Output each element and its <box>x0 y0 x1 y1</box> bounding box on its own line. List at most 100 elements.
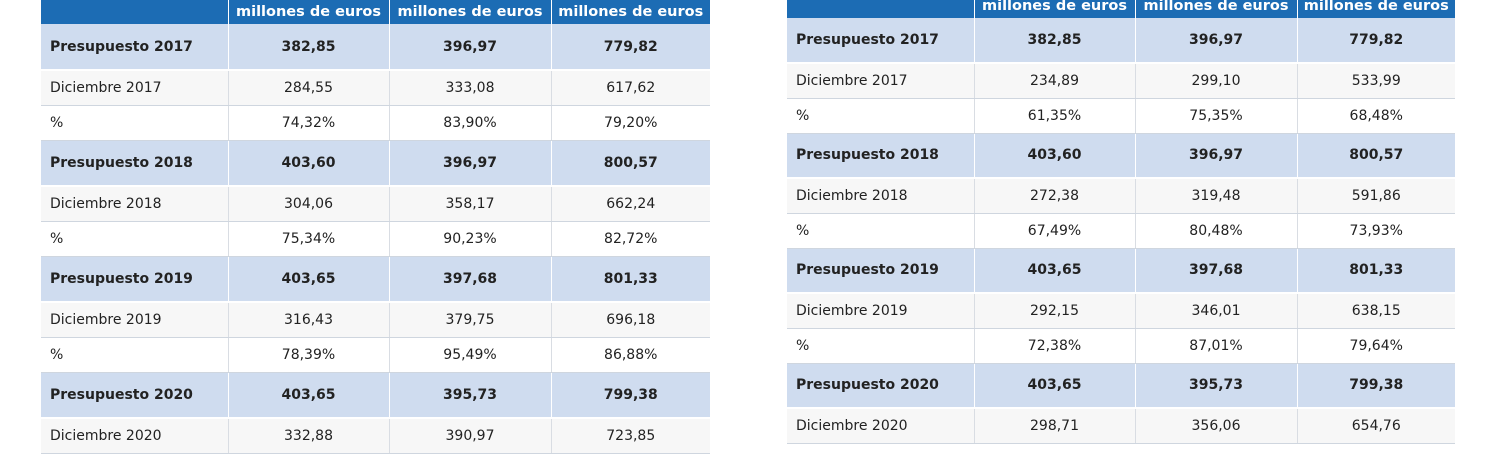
column-header-unit: millones de euros <box>227 0 389 24</box>
row-label: Diciembre 2020 <box>787 408 974 444</box>
value-cell: 397,68 <box>388 256 551 303</box>
value-cell: 396,97 <box>1134 18 1297 64</box>
value-cell: 356,06 <box>1134 408 1297 444</box>
value-cell: 78,39% <box>227 337 389 373</box>
row-label: Diciembre 2019 <box>41 302 228 338</box>
table-row-budget: Presupuesto 2018 403,60 396,97 800,57 <box>787 133 1455 179</box>
row-label: Diciembre 2017 <box>787 63 974 99</box>
table-row-month: Diciembre 2018 272,38 319,48 591,86 <box>787 178 1455 214</box>
value-cell: 390,97 <box>388 418 551 454</box>
table-row-pct: % 67,49% 80,48% 73,93% <box>787 213 1455 249</box>
table-row-pct: % 61,35% 75,35% 68,48% <box>787 98 1455 134</box>
table-row-month: Diciembre 2019 316,43 379,75 696,18 <box>41 302 710 338</box>
table-row-budget: Presupuesto 2018 403,60 396,97 800,57 <box>41 140 710 187</box>
column-header-unit: millones de euros <box>1134 0 1297 18</box>
value-cell: 358,17 <box>388 186 551 222</box>
header-row: millones de euros millones de euros mill… <box>787 0 1455 18</box>
table-row-budget: Presupuesto 2020 403,65 395,73 799,38 <box>787 363 1455 409</box>
row-label: Diciembre 2018 <box>787 178 974 214</box>
value-cell: 395,73 <box>1134 363 1297 409</box>
value-cell: 403,60 <box>973 133 1135 179</box>
table-row-month: Diciembre 2018 304,06 358,17 662,24 <box>41 186 710 222</box>
value-cell: 319,48 <box>1134 178 1297 214</box>
value-cell: 382,85 <box>973 18 1135 64</box>
row-label: % <box>787 328 974 364</box>
value-cell: 82,72% <box>550 221 710 257</box>
table-row-budget: Presupuesto 2017 382,85 396,97 779,82 <box>787 18 1455 64</box>
value-cell: 272,38 <box>973 178 1135 214</box>
value-cell: 382,85 <box>227 24 389 71</box>
value-cell: 799,38 <box>1296 363 1455 409</box>
row-label: Diciembre 2018 <box>41 186 228 222</box>
value-cell: 284,55 <box>227 70 389 106</box>
table-row-pct: % 72,38% 87,01% 79,64% <box>787 328 1455 364</box>
column-header-unit: millones de euros <box>1296 0 1455 18</box>
value-cell: 396,97 <box>388 140 551 187</box>
value-cell: 723,85 <box>550 418 710 454</box>
value-cell: 379,75 <box>388 302 551 338</box>
column-header-unit: millones de euros <box>973 0 1135 18</box>
row-label: Presupuesto 2020 <box>787 363 974 409</box>
header-blank-cell <box>787 0 974 18</box>
value-cell: 79,20% <box>550 105 710 141</box>
value-cell: 316,43 <box>227 302 389 338</box>
value-cell: 801,33 <box>550 256 710 303</box>
value-cell: 74,32% <box>227 105 389 141</box>
table-row-month: Diciembre 2020 298,71 356,06 654,76 <box>787 408 1455 444</box>
value-cell: 396,97 <box>1134 133 1297 179</box>
column-header-unit: millones de euros <box>550 0 710 24</box>
table-row-month: Diciembre 2019 292,15 346,01 638,15 <box>787 293 1455 329</box>
value-cell: 654,76 <box>1296 408 1455 444</box>
value-cell: 87,01% <box>1134 328 1297 364</box>
row-label: % <box>41 105 228 141</box>
value-cell: 95,49% <box>388 337 551 373</box>
row-label: Presupuesto 2017 <box>787 18 974 64</box>
value-cell: 403,65 <box>973 248 1135 294</box>
right-budget-table: millones de euros millones de euros mill… <box>787 0 1455 444</box>
row-label: Presupuesto 2019 <box>787 248 974 294</box>
value-cell: 75,35% <box>1134 98 1297 134</box>
value-cell: 61,35% <box>973 98 1135 134</box>
row-label: % <box>787 98 974 134</box>
row-label: Diciembre 2019 <box>787 293 974 329</box>
row-label: Presupuesto 2018 <box>41 140 228 187</box>
value-cell: 299,10 <box>1134 63 1297 99</box>
table-row-budget: Presupuesto 2017 382,85 396,97 779,82 <box>41 24 710 71</box>
table-row-budget: Presupuesto 2019 403,65 397,68 801,33 <box>41 256 710 303</box>
header-blank-cell <box>41 0 228 24</box>
table-row-month: Diciembre 2017 234,89 299,10 533,99 <box>787 63 1455 99</box>
value-cell: 83,90% <box>388 105 551 141</box>
value-cell: 304,06 <box>227 186 389 222</box>
value-cell: 779,82 <box>550 24 710 71</box>
value-cell: 403,65 <box>227 372 389 419</box>
value-cell: 779,82 <box>1296 18 1455 64</box>
value-cell: 403,65 <box>973 363 1135 409</box>
value-cell: 397,68 <box>1134 248 1297 294</box>
table-body: Presupuesto 2017 382,85 396,97 779,82 Diciem… <box>787 18 1455 444</box>
table-row-budget: Presupuesto 2019 403,65 397,68 801,33 <box>787 248 1455 294</box>
value-cell: 403,65 <box>227 256 389 303</box>
table-row-budget: Presupuesto 2020 403,65 395,73 799,38 <box>41 372 710 419</box>
value-cell: 403,60 <box>227 140 389 187</box>
value-cell: 72,38% <box>973 328 1135 364</box>
row-label: % <box>41 337 228 373</box>
value-cell: 79,64% <box>1296 328 1455 364</box>
value-cell: 395,73 <box>388 372 551 419</box>
value-cell: 68,48% <box>1296 98 1455 134</box>
value-cell: 800,57 <box>550 140 710 187</box>
value-cell: 332,88 <box>227 418 389 454</box>
value-cell: 73,93% <box>1296 213 1455 249</box>
table-row-pct: % 78,39% 95,49% 86,88% <box>41 337 710 373</box>
row-label: Diciembre 2020 <box>41 418 228 454</box>
value-cell: 298,71 <box>973 408 1135 444</box>
table-row-month: Diciembre 2020 332,88 390,97 723,85 <box>41 418 710 454</box>
value-cell: 533,99 <box>1296 63 1455 99</box>
table-body: Presupuesto 2017 382,85 396,97 779,82 Diciem… <box>41 24 710 454</box>
value-cell: 696,18 <box>550 302 710 338</box>
value-cell: 292,15 <box>973 293 1135 329</box>
row-label: Presupuesto 2020 <box>41 372 228 419</box>
value-cell: 234,89 <box>973 63 1135 99</box>
value-cell: 799,38 <box>550 372 710 419</box>
table-row-pct: % 74,32% 83,90% 79,20% <box>41 105 710 141</box>
table-row-pct: % 75,34% 90,23% 82,72% <box>41 221 710 257</box>
